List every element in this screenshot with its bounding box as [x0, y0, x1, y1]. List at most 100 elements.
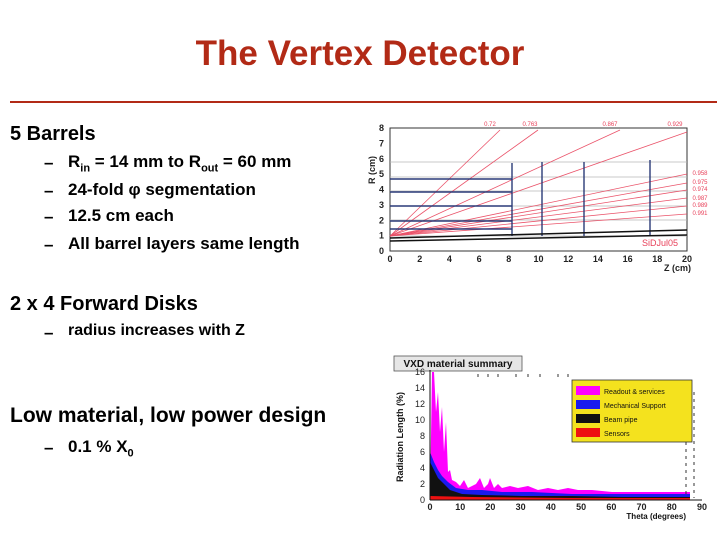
material-stack — [430, 372, 690, 500]
x-tick-label: 80 — [667, 502, 677, 512]
radius-end-text: = 60 mm — [218, 152, 292, 171]
legend-swatch — [576, 428, 600, 437]
bullet-dash: – — [44, 181, 54, 200]
x0-subscript: 0 — [127, 447, 134, 460]
angle-label: 0.929 — [667, 122, 683, 128]
legend-label: Mechanical Support — [604, 403, 666, 410]
angle-label: 0.975 — [692, 180, 708, 186]
y-tick-label: 8 — [379, 123, 384, 133]
angle-label: 0.763 — [522, 122, 538, 128]
x-tick-label: 4 — [447, 254, 452, 264]
chart-title: VXD material summary — [404, 359, 513, 370]
x-tick-label: 8 — [506, 254, 511, 264]
bullet-dash: – — [44, 153, 54, 172]
barrel-layers — [390, 178, 512, 230]
angle-label: 0.72 — [484, 122, 496, 128]
radius-mid-text: = 14 mm to R — [90, 152, 202, 171]
y-tick-label: 14 — [415, 383, 425, 393]
radiation-length-bullet: 0.1 % X0 — [68, 437, 134, 460]
angle-label: 0.867 — [602, 122, 618, 128]
barrel-radius-bullet: Rin = 14 mm to Rout = 60 mm — [68, 152, 292, 175]
y-tick-label: 6 — [420, 447, 425, 457]
y-tick-label: 8 — [420, 431, 425, 441]
angle-labels-top: 0.72 0.763 0.867 0.929 — [484, 122, 683, 128]
legend-swatch — [576, 386, 600, 395]
y-axis-ticks: 0 1 2 3 4 5 6 7 8 — [379, 123, 384, 256]
r-out-subscript: out — [201, 162, 219, 175]
y-axis-label: R (cm) — [367, 156, 377, 184]
x-axis-label: Z (cm) — [664, 263, 691, 273]
x-tick-label: 10 — [455, 502, 465, 512]
plot-frame — [389, 127, 688, 252]
segmentation-bullet: 24-fold φ segmentation — [68, 180, 256, 199]
minor-ticks — [477, 374, 695, 498]
y-axis-label: Radiation Length (%) — [395, 392, 405, 482]
slide-title: The Vertex Detector — [195, 34, 525, 73]
bullet-dash: – — [44, 235, 54, 254]
title-divider — [10, 101, 717, 103]
chart-title-box — [393, 355, 523, 372]
x-tick-label: 2 — [417, 254, 422, 264]
angle-label: 0.987 — [692, 196, 708, 202]
y-tick-label: 2 — [379, 215, 384, 225]
x-tick-label: 16 — [623, 254, 633, 264]
same-length-bullet: All barrel layers same length — [68, 234, 300, 253]
r-in-subscript: in — [80, 162, 91, 175]
y-tick-label: 7 — [379, 138, 384, 148]
legend: Readout & services Mechanical Support Beam… — [571, 379, 693, 443]
bullet-dash: – — [44, 207, 54, 226]
x-tick-label: 18 — [652, 254, 662, 264]
y-tick-label: 16 — [415, 367, 425, 377]
material-heading: Low material, low power design — [10, 404, 327, 427]
y-tick-label: 0 — [420, 495, 425, 505]
x-tick-label: 10 — [533, 254, 543, 264]
beam-pipe — [389, 229, 688, 242]
legend-label: Sensors — [604, 431, 630, 438]
x-tick-label: 0 — [427, 502, 432, 512]
x-tick-label: 14 — [593, 254, 603, 264]
x-tick-label: 50 — [576, 502, 586, 512]
x-tick-label: 40 — [546, 502, 556, 512]
legend-swatch — [576, 414, 600, 423]
material-summary-figure: VXD material summary Radiation Length (%… — [372, 352, 718, 538]
x-tick-label: 70 — [637, 502, 647, 512]
y-tick-label: 12 — [415, 399, 425, 409]
x-axis-ticks: 0 2 4 6 8 10 12 14 16 18 20 — [387, 254, 692, 264]
x-tick-label: 60 — [606, 502, 616, 512]
y-tick-label: 2 — [420, 479, 425, 489]
legend-label: Beam pipe — [604, 417, 638, 424]
y-tick-label: 0 — [379, 246, 384, 256]
x-axis-label: Theta (degrees) — [626, 512, 686, 521]
x-axis-ticks: 0 10 20 30 40 50 60 70 80 90 — [427, 502, 707, 512]
x-tick-label: 20 — [485, 502, 495, 512]
y-tick-label: 6 — [379, 154, 384, 164]
layout-tag: SiDJul05 — [642, 238, 678, 248]
x-tick-label: 12 — [563, 254, 573, 264]
x-tick-label: 90 — [697, 502, 707, 512]
disk-radius-bullet: radius increases with Z — [68, 322, 245, 339]
y-tick-label: 1 — [379, 231, 384, 241]
x-tick-label: 0 — [387, 254, 392, 264]
legend-label: Readout & services — [604, 389, 665, 396]
bullet-dash: – — [44, 323, 54, 342]
y-axis-ticks: 0 2 4 6 8 10 12 14 16 — [415, 367, 425, 505]
barrels-heading: 5 Barrels — [10, 123, 96, 145]
y-tick-label: 4 — [379, 185, 384, 195]
x0-text: 0.1 % X — [68, 437, 128, 456]
y-tick-label: 4 — [420, 463, 425, 473]
x-tick-label: 30 — [516, 502, 526, 512]
forward-disks — [511, 160, 651, 236]
y-tick-label: 10 — [415, 415, 425, 425]
disks-heading: 2 x 4 Forward Disks — [10, 293, 198, 315]
angle-label: 0.974 — [692, 187, 708, 193]
y-tick-label: 5 — [379, 169, 384, 179]
x-tick-label: 6 — [477, 254, 482, 264]
angle-label: 0.989 — [692, 203, 708, 209]
r-symbol: R — [68, 152, 81, 171]
angle-label: 0.991 — [692, 211, 708, 217]
bullet-dash: – — [44, 438, 54, 457]
length-bullet: 12.5 cm each — [68, 206, 174, 225]
legend-swatch — [576, 400, 600, 409]
